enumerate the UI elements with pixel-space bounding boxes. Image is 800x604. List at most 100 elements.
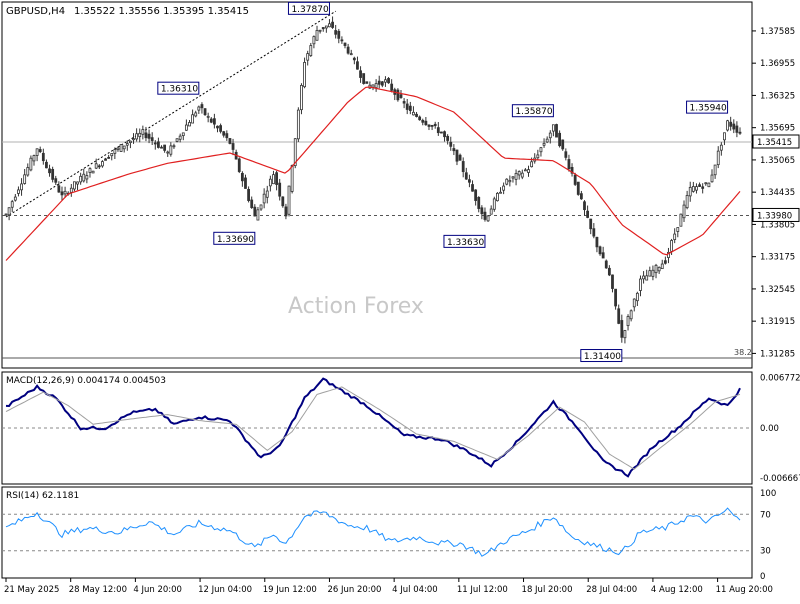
candle-body <box>480 207 484 215</box>
candle-body <box>682 204 686 219</box>
candle <box>499 187 502 194</box>
candle-body <box>194 112 198 117</box>
candle-body <box>573 174 577 185</box>
candle <box>576 181 580 196</box>
candle <box>682 200 686 223</box>
candle <box>331 16 334 29</box>
candle-body <box>300 85 303 111</box>
candle-body <box>272 174 275 185</box>
candle <box>51 166 55 183</box>
candle <box>175 138 179 143</box>
candle <box>527 165 530 177</box>
candle-body <box>732 123 736 130</box>
candle <box>275 170 278 191</box>
candle-body <box>76 181 79 185</box>
candle-body <box>122 145 126 150</box>
rsi-y-tick-label: 70 <box>760 510 771 520</box>
candle <box>113 147 117 160</box>
candle <box>651 265 655 281</box>
candle-body <box>642 275 645 280</box>
candle <box>611 274 614 293</box>
candle <box>480 205 484 220</box>
candle-body <box>461 161 465 173</box>
candle-body <box>54 178 58 183</box>
candle-body <box>508 180 512 183</box>
candle <box>10 199 14 213</box>
candle <box>306 50 310 66</box>
candle-body <box>598 246 602 255</box>
candle <box>446 134 450 145</box>
candle-body <box>35 148 39 156</box>
candle-body <box>23 174 27 184</box>
current-price-tag-label: 1.35415 <box>757 138 792 148</box>
candle-body <box>564 151 568 158</box>
price-y-tick-label: 1.36955 <box>760 59 795 69</box>
candle-body <box>489 208 493 215</box>
candle-body <box>328 23 331 28</box>
trendline <box>5 10 336 218</box>
candle-body <box>710 174 714 183</box>
candle-body <box>212 118 216 125</box>
candle <box>511 176 515 183</box>
candle <box>735 121 739 138</box>
x-tick-label: 12 Jun 04:00 <box>198 585 252 595</box>
candle <box>125 140 129 151</box>
candle <box>104 157 107 161</box>
candle-body <box>691 186 695 192</box>
candle-body <box>203 108 207 116</box>
candle <box>362 73 366 85</box>
price-annotation-label: 1.33690 <box>217 235 254 245</box>
candle-body <box>726 120 729 131</box>
candle <box>262 188 266 209</box>
candle-body <box>626 316 630 327</box>
candle-body <box>253 206 257 217</box>
candle <box>629 309 633 322</box>
candle-body <box>374 83 378 89</box>
candle <box>471 180 474 192</box>
candle-body <box>592 228 596 237</box>
candle-body <box>231 143 235 150</box>
candle <box>107 154 111 159</box>
candle-body <box>412 111 415 116</box>
candle <box>101 160 104 168</box>
macd-title: MACD(12,26,9) 0.004174 0.004503 <box>6 376 166 386</box>
candle-body <box>607 267 611 276</box>
candle <box>259 204 263 211</box>
candle-body <box>452 148 456 152</box>
candle <box>328 19 331 28</box>
candle-body <box>517 171 521 176</box>
candle-body <box>293 138 297 167</box>
candle-body <box>63 190 67 195</box>
candle-body <box>558 132 562 147</box>
candle <box>94 158 98 170</box>
candle-body <box>396 89 400 101</box>
candle <box>399 90 403 99</box>
candle <box>592 223 596 239</box>
candle-body <box>402 101 406 104</box>
candle <box>76 181 79 191</box>
candle <box>91 170 95 174</box>
price-y-tick-label: 1.32545 <box>760 285 795 295</box>
candle-body <box>455 149 459 162</box>
candle-body <box>340 39 344 42</box>
candle <box>303 57 306 89</box>
price-ohlc-label: 1.35522 1.35556 1.35395 1.35415 <box>74 6 249 17</box>
candle-body <box>676 227 680 232</box>
candle <box>567 154 571 172</box>
candle-body <box>88 168 92 173</box>
candle <box>73 181 76 192</box>
candle <box>309 42 313 57</box>
candle <box>38 146 42 154</box>
candle-body <box>639 278 642 291</box>
candle <box>356 56 359 70</box>
candle <box>97 164 101 169</box>
candle-body <box>107 156 111 159</box>
candle-body <box>275 172 278 185</box>
price-annotation: 1.35870 <box>511 104 554 118</box>
candle-body <box>352 57 356 61</box>
candle-body <box>29 157 33 171</box>
candle-body <box>685 195 689 209</box>
candle-body <box>85 175 89 180</box>
candle <box>265 185 269 204</box>
candle-body <box>651 269 655 277</box>
